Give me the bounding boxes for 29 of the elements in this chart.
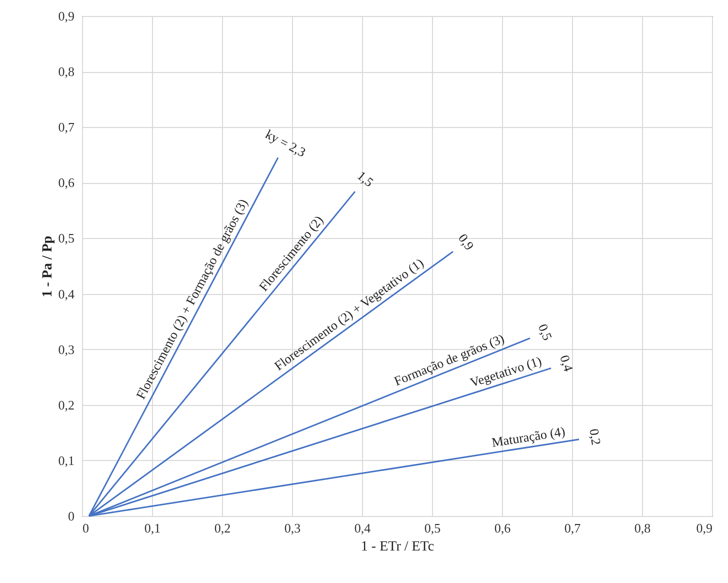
x-tick-label: 0,1: [144, 520, 161, 536]
annotation: Maturação (4): [490, 424, 566, 450]
x-tick-label: 0,4: [354, 520, 372, 536]
annotation: 1,5: [354, 168, 376, 190]
y-tick-label: 0,9: [58, 8, 74, 24]
x-tick-label: 0: [82, 520, 89, 536]
x-tick-label: 0,2: [214, 520, 231, 536]
y-tick-label: 0,7: [58, 120, 75, 135]
x-tick-label: 0,8: [634, 520, 651, 536]
y-axis-title: 1 - Pa / Pp: [40, 236, 56, 298]
y-tick-label: 0,8: [58, 64, 74, 80]
x-tick-label: 0,6: [494, 520, 512, 536]
y-tick-label: 0,2: [58, 397, 74, 412]
y-tick-label: 0: [68, 508, 74, 524]
annotation: ky = 2,3: [263, 126, 308, 160]
annotation: 0,9: [456, 230, 478, 253]
x-tick-label: 0,3: [284, 520, 301, 536]
annotation: 0,2: [586, 428, 604, 446]
y-tick-label: 0,6: [58, 175, 75, 190]
y-tick-label: 0,3: [58, 342, 74, 357]
y-tick-label: 0,4: [58, 286, 75, 302]
x-tick-label: 0,5: [424, 520, 441, 536]
x-tick-label: 0,7: [564, 520, 582, 536]
x-tick-label: 0,9: [696, 520, 712, 536]
y-tick-label: 0,1: [58, 452, 74, 468]
y-tick-label: 0,5: [58, 230, 74, 246]
x-axis-title: 1 - ETr / ETc: [360, 540, 434, 554]
annotation: 0,5: [535, 322, 556, 342]
annotation: 0,4: [557, 353, 576, 374]
